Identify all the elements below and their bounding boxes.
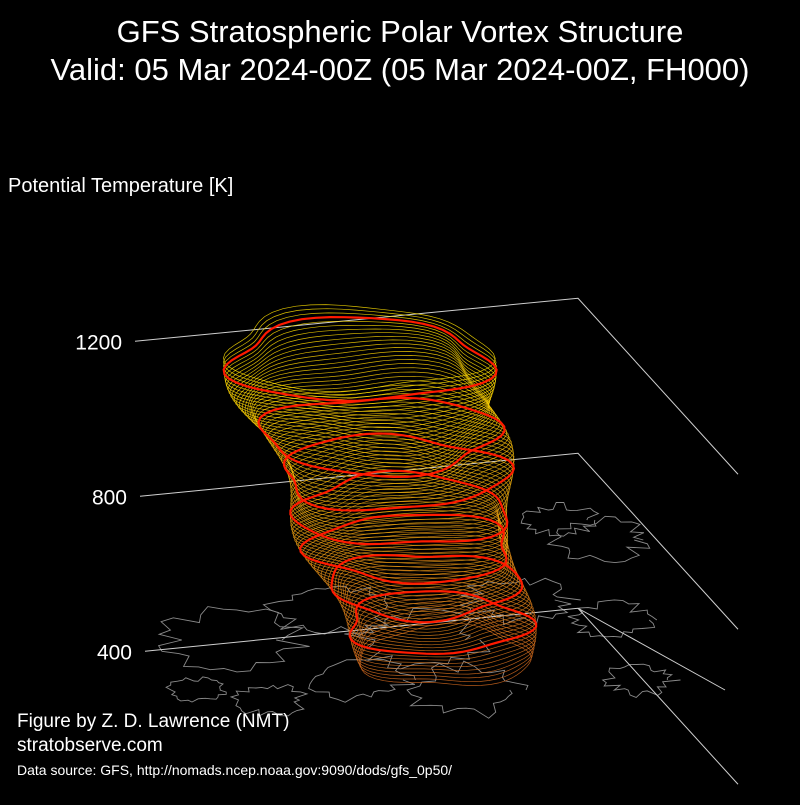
floor-edge [577,607,726,691]
contour-ring [269,416,513,494]
coastline-segment [229,684,309,717]
contour-ring [226,332,496,416]
contour-ring [251,375,494,461]
contour-ring [340,565,529,633]
contour-ring [290,478,509,552]
contour-ring [320,543,516,612]
contour-ring [225,328,496,412]
site-credit: stratobserve.com [17,735,163,756]
coastline-segment [308,659,416,703]
contour-ring [314,534,512,605]
highlight-contour-1150K [222,315,498,403]
highlight-contour-750K [289,469,509,546]
highlight-contour-450K [348,590,538,656]
coastline-segment [601,663,681,699]
contour-ring [337,562,528,630]
coastline-map [157,501,681,719]
chart-subtitle-valid-time: Valid: 05 Mar 2024-00Z (05 Mar 2024-00Z,… [50,52,750,87]
z-axis-tick-labels: 400 800 1200 [75,331,132,664]
contour-ring [291,492,509,563]
highlight-contour-950K [257,396,506,479]
contour-ring [351,597,537,661]
highlight-contour-650K [299,513,508,585]
highlight-contour-850K [282,432,516,512]
contour-ring [272,419,514,497]
contour-ring [307,526,509,597]
contour-ring [346,580,535,646]
contour-ring [252,380,496,464]
contour-ring [290,450,510,528]
chart-title: GFS Stratospheric Polar Vortex Structure [116,14,684,49]
contour-ring [360,622,532,686]
contour-ring [227,335,495,420]
contour-ring [223,308,497,395]
contour-ring [345,576,534,643]
contour-ring [290,458,508,535]
contour-ring [223,312,497,399]
z-axis-label: Potential Temperature [K] [8,175,234,197]
coastline-segment [344,607,491,670]
highlight-contour-550K [330,553,524,624]
contour-ring [267,413,512,490]
z-tick-label-800: 800 [92,486,127,509]
contour-ring [334,558,525,627]
contour-ring [302,518,508,589]
contour-ring [350,594,537,658]
contour-ring [290,446,511,525]
contour-ring [264,409,511,487]
contour-ring [310,530,510,601]
contour-ring [290,483,509,556]
gridline-1200K [134,297,739,475]
author-credit: Figure by Z. D. Lawrence (NMT) [17,711,290,732]
contour-ring [285,436,514,515]
contour-ring [249,371,492,457]
z-tick-label-1200: 1200 [75,331,122,354]
coastline-segment [157,606,310,673]
gridline-800K [139,452,739,630]
coastline-segment [165,676,227,703]
coastline-segment [567,599,658,638]
coastline-segment [520,501,600,537]
data-source-note: Data source: GFS, http://nomads.ncep.noa… [17,762,453,778]
z-axis-grid [134,297,739,785]
coastline-segment [406,660,529,719]
contour-ring [224,324,497,409]
contour-ring [223,304,496,392]
contour-ring [278,426,515,504]
z-tick-label-400: 400 [97,641,132,664]
contour-ring [281,429,515,508]
contour-ring [348,587,537,652]
coastline-segment [546,515,651,564]
vortex-isosurface [222,304,538,686]
